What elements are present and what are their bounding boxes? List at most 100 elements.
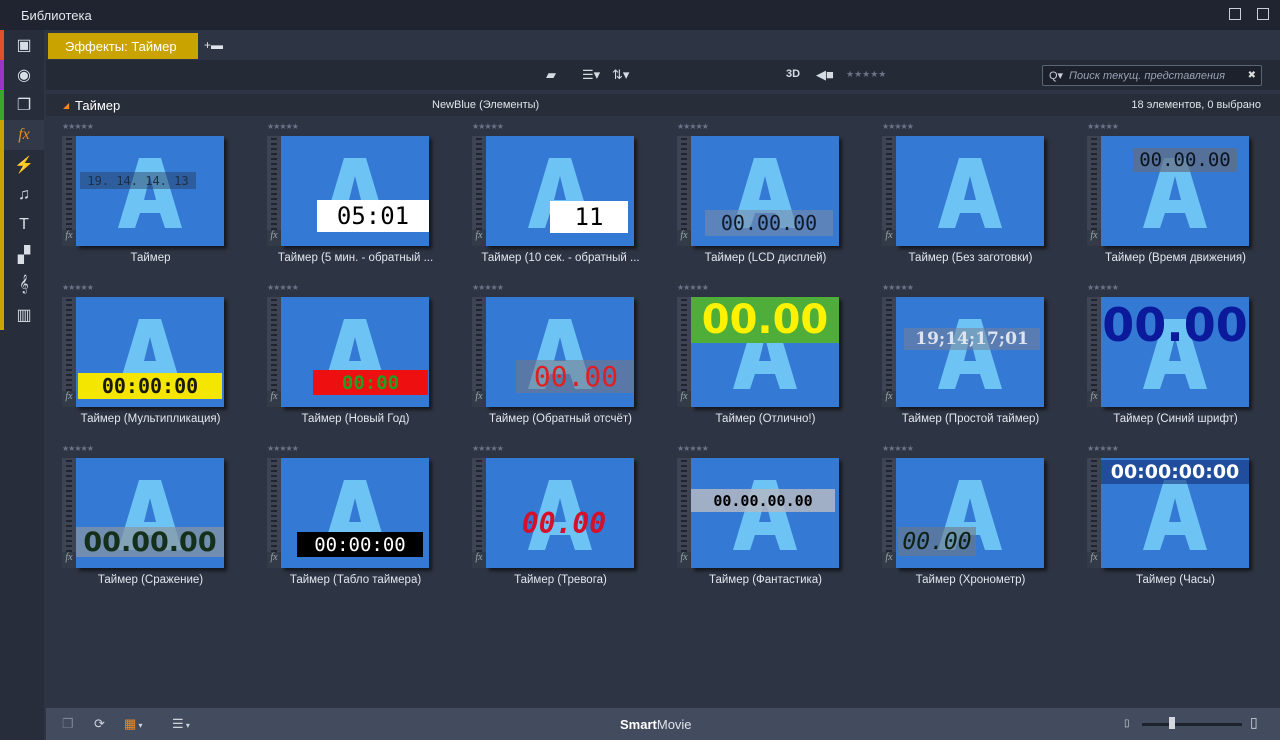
effect-thumbnail[interactable]: 00.00 xyxy=(896,458,1044,568)
collapse-triangle-icon[interactable]: ◢ xyxy=(63,100,70,110)
rating-stars[interactable]: ★★★★★ xyxy=(472,283,504,292)
effect-item[interactable]: ★★★★★ fx 00.00.00 Таймер (Время движения… xyxy=(1073,122,1278,282)
search-field[interactable]: Q▾ Поиск текущ. представления ✖ xyxy=(1042,65,1262,86)
effect-item[interactable]: ★★★★★ fx 19;14;17;01 Таймер (Простой тай… xyxy=(868,283,1073,443)
effect-thumbnail[interactable]: 00:00 xyxy=(281,297,429,407)
list-view-icon[interactable]: ☰▾ xyxy=(582,67,601,82)
film-strip-icon xyxy=(882,136,896,246)
text-icon[interactable]: T xyxy=(19,216,29,233)
clef-icon[interactable]: 𝄞 xyxy=(19,276,29,293)
rating-stars[interactable]: ★★★★★ xyxy=(267,444,299,453)
effect-thumbnail[interactable]: 00.00 xyxy=(691,297,839,407)
effect-item[interactable]: ★★★★★ fx 19. 14. 14. 13 Таймер xyxy=(48,122,253,282)
effect-item[interactable]: ★★★★★ fx 00:00 Таймер (Новый Год) xyxy=(253,283,458,443)
tag-icon[interactable]: ◀■ xyxy=(816,67,834,82)
effect-item[interactable]: ★★★★★ fx Таймер (Без заготовки) xyxy=(868,122,1073,282)
effect-item[interactable]: ★★★★★ fx 00.00 Таймер (Тревога) xyxy=(458,444,663,604)
smartmovie-button[interactable]: SmartMovie xyxy=(620,717,692,732)
thumbnail-size-slider[interactable] xyxy=(1142,717,1242,729)
effect-thumbnail[interactable]: 00.00 xyxy=(486,297,634,407)
effect-label: Таймер (Часы) xyxy=(1136,574,1215,586)
effect-thumbnail[interactable]: 00.00 xyxy=(486,458,634,568)
rating-stars[interactable]: ★★★★★ xyxy=(1087,444,1119,453)
effect-thumbnail[interactable]: 00:00:00:00 xyxy=(1101,458,1249,568)
rating-stars[interactable]: ★★★★★ xyxy=(62,122,94,131)
music-note-icon[interactable]: ♫ xyxy=(18,186,30,203)
large-thumb-icon: ▯ xyxy=(1250,714,1258,730)
letter-a-preview-icon xyxy=(1143,158,1207,228)
effect-thumbnail[interactable] xyxy=(896,136,1044,246)
effect-item[interactable]: ★★★★★ fx 00.00 Таймер (Синий шрифт) xyxy=(1073,283,1278,443)
effect-thumbnail[interactable]: 00.00.00.00 xyxy=(691,458,839,568)
add-tab-icon[interactable]: +▬ xyxy=(204,38,224,52)
brand-bold: Smart xyxy=(620,717,657,732)
effect-item[interactable]: ★★★★★ fx 00:00:00:00 Таймер (Часы) xyxy=(1073,444,1278,604)
effect-thumbnail[interactable]: 00.00.00 xyxy=(76,458,224,568)
piano-icon[interactable]: ▥ xyxy=(16,307,32,324)
effect-item[interactable]: ★★★★★ fx 00.00 Таймер (Обратный отсчёт) xyxy=(458,283,663,443)
effect-item[interactable]: ★★★★★ fx 00.00 Таймер (Хронометр) xyxy=(868,444,1073,604)
rating-stars[interactable]: ★★★★★ xyxy=(472,122,504,131)
montage-icon[interactable]: ▞ xyxy=(17,247,31,264)
rating-stars[interactable]: ★★★★★ xyxy=(882,283,914,292)
rating-stars[interactable]: ★★★★★ xyxy=(677,122,709,131)
effect-label: Таймер (Отлично!) xyxy=(715,413,816,425)
rating-stars[interactable]: ★★★★★ xyxy=(677,444,709,453)
effect-item[interactable]: ★★★★★ fx 11 Таймер (10 сек. - обратный .… xyxy=(458,122,663,282)
sort-icon[interactable]: ⇅▾ xyxy=(612,67,630,82)
film-strip-icon xyxy=(62,458,76,568)
effect-item[interactable]: ★★★★★ fx 00.00.00 Таймер (Сражение) xyxy=(48,444,253,604)
search-input[interactable]: Поиск текущ. представления xyxy=(1069,69,1226,82)
rating-stars[interactable]: ★★★★★ xyxy=(267,283,299,292)
effect-item[interactable]: ★★★★★ fx 00:00:00 Таймер (Мультипликация… xyxy=(48,283,253,443)
rating-stars[interactable]: ★★★★★ xyxy=(882,444,914,453)
effect-item[interactable]: ★★★★★ fx 05:01 Таймер (5 мин. - обратный… xyxy=(253,122,458,282)
effect-thumbnail[interactable]: 19;14;17;01 xyxy=(896,297,1044,407)
effect-thumbnail[interactable]: 05:01 xyxy=(281,136,429,246)
effect-thumbnail[interactable]: 00.00.00 xyxy=(1101,136,1249,246)
effect-item[interactable]: ★★★★★ fx 00.00 Таймер (Отлично!) xyxy=(663,283,868,443)
fx-icon[interactable]: fx xyxy=(4,120,44,150)
rating-stars[interactable]: ★★★★★ xyxy=(677,283,709,292)
3d-filter-button[interactable]: 3D xyxy=(786,68,801,80)
refresh-icon[interactable]: ⟳ xyxy=(94,716,105,731)
effect-item[interactable]: ★★★★★ fx 00:00:00 Таймер (Табло таймера) xyxy=(253,444,458,604)
slider-handle[interactable] xyxy=(1169,717,1175,729)
box-icon[interactable]: ▣ xyxy=(16,37,32,54)
rating-stars[interactable]: ★★★★★ xyxy=(882,122,914,131)
timer-overlay-text: 00:00:00 xyxy=(78,373,222,399)
rating-stars[interactable]: ★★★★★ xyxy=(62,444,94,453)
small-thumb-icon: ▯ xyxy=(1124,718,1130,729)
effect-item[interactable]: ★★★★★ fx 00.00.00.00 Таймер (Фантастика) xyxy=(663,444,868,604)
letter-a-preview-icon xyxy=(938,319,1002,389)
folder-icon[interactable]: ▰ xyxy=(546,67,556,82)
item-count: 18 элементов, 0 выбрано xyxy=(1131,99,1261,111)
restore-icon[interactable] xyxy=(1229,8,1241,20)
effect-thumbnail[interactable]: 00.00 xyxy=(1101,297,1249,407)
rating-stars[interactable]: ★★★★★ xyxy=(1087,283,1119,292)
grid-view-icon[interactable]: ▦ ▾ xyxy=(124,716,143,731)
rating-filter-stars[interactable]: ★★★★★ xyxy=(846,69,887,79)
effect-thumbnail[interactable]: 19. 14. 14. 13 xyxy=(76,136,224,246)
group-title[interactable]: Таймер xyxy=(75,97,121,113)
letter-a-preview-icon xyxy=(1143,480,1207,550)
effect-thumbnail[interactable]: 00.00.00 xyxy=(691,136,839,246)
effect-thumbnail[interactable]: 00:00:00 xyxy=(281,458,429,568)
search-icon[interactable]: Q▾ xyxy=(1049,70,1064,82)
clear-search-icon[interactable]: ✖ xyxy=(1247,70,1256,81)
effect-item[interactable]: ★★★★★ fx 00.00.00 Таймер (LCD дисплей) xyxy=(663,122,868,282)
stack-icon[interactable]: ❐ xyxy=(16,97,32,114)
lightning-icon[interactable]: ⚡ xyxy=(14,157,34,174)
rating-stars[interactable]: ★★★★★ xyxy=(472,444,504,453)
tab-effects-timer[interactable]: Эффекты: Таймер xyxy=(48,33,198,59)
copy-icon[interactable]: ❐ xyxy=(62,716,74,731)
film-reel-icon[interactable]: ◉ xyxy=(17,67,31,84)
effect-thumbnail[interactable]: 00:00:00 xyxy=(76,297,224,407)
detach-icon[interactable] xyxy=(1257,8,1269,20)
details-view-icon[interactable]: ☰ ▾ xyxy=(172,716,190,731)
rating-stars[interactable]: ★★★★★ xyxy=(267,122,299,131)
rating-stars[interactable]: ★★★★★ xyxy=(62,283,94,292)
effect-thumbnail[interactable]: 11 xyxy=(486,136,634,246)
fx-badge-icon: fx xyxy=(62,391,76,407)
rating-stars[interactable]: ★★★★★ xyxy=(1087,122,1119,131)
